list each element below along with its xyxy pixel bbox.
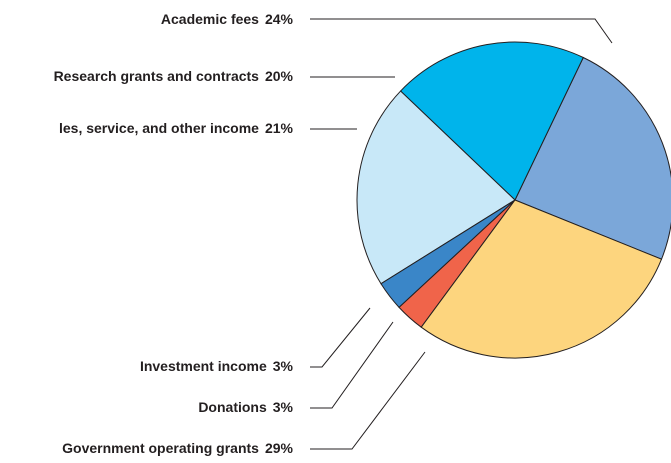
value-label: 24% bbox=[265, 11, 294, 27]
category-name: Investment income bbox=[140, 358, 267, 374]
category-name: les, service, and other income bbox=[59, 120, 259, 136]
value-label: 3% bbox=[273, 399, 294, 415]
slice-label: Academic fees 24% bbox=[161, 11, 294, 27]
value-label: 3% bbox=[273, 358, 294, 374]
pie-slice bbox=[399, 41, 584, 201]
slice-label: Research grants and contracts 20% bbox=[54, 68, 294, 84]
leader-line bbox=[310, 307, 371, 368]
pie-slice bbox=[420, 199, 663, 359]
slice-label: Investment income 3% bbox=[140, 358, 294, 374]
category-name: Academic fees bbox=[161, 11, 259, 27]
category-name: Donations bbox=[198, 399, 267, 415]
category-name: Research grants and contracts bbox=[54, 68, 260, 84]
slice-label: Government operating grants 29% bbox=[62, 440, 293, 456]
leader-line bbox=[310, 321, 394, 409]
category-name: Government operating grants bbox=[62, 440, 259, 456]
value-label: 21% bbox=[265, 120, 294, 136]
slice-label: les, service, and other income 21% bbox=[59, 120, 294, 136]
leader-line bbox=[310, 18, 613, 44]
pie-slice bbox=[514, 56, 671, 260]
leader-line bbox=[310, 351, 426, 450]
value-label: 29% bbox=[265, 440, 294, 456]
value-label: 20% bbox=[265, 68, 294, 84]
pie-slice bbox=[356, 90, 516, 285]
slice-label: Donations 3% bbox=[198, 399, 293, 415]
